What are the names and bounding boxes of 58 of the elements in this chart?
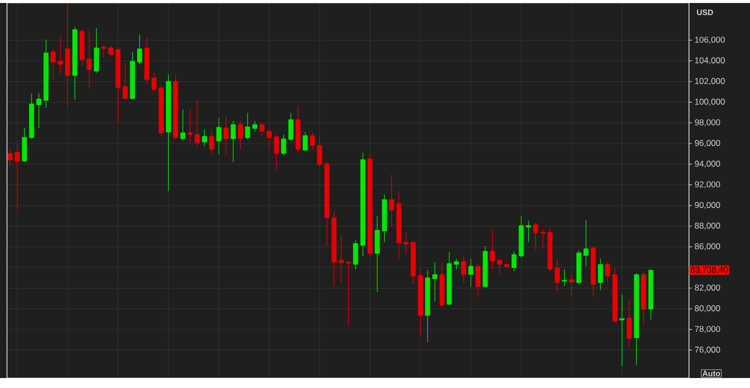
text: 83,738.40 [690,266,728,274]
candlestick [94,28,99,74]
y-tick-label: 104,000 [695,57,725,64]
candlestick [620,294,625,367]
candlestick [454,258,459,270]
y-tick-label: 96,000 [694,140,720,148]
candlestick [238,120,243,150]
candlestick [8,149,13,167]
candlestick [209,128,214,155]
candlestick [152,72,157,92]
y-tick-label: 80,000 [694,305,720,312]
candlestick [58,36,63,75]
candlestick [302,132,308,152]
y-tick-label: 98,000 [694,119,720,126]
y-tick-label: 82,000 [694,284,720,292]
y-tick-label: 100,000 [695,98,725,106]
candlestick [260,122,265,137]
candlestick [562,269,567,287]
candlestick [266,129,272,150]
candlestick [626,298,632,346]
candlestick [188,109,193,145]
candlestick [468,258,474,288]
candlestick [404,232,409,255]
candlestick [554,258,560,292]
candlestick [274,134,279,170]
candlestick [584,220,589,267]
candlestick [224,116,229,155]
y-tick-label: 92,000 [694,181,720,188]
y-tick-label: 76,000 [694,346,720,354]
candlestick [180,109,186,142]
candlestick [526,220,531,243]
y-tick-label: 78,000 [694,326,720,334]
candlestick [490,228,495,270]
candlestick [512,250,517,272]
candlestick [14,144,20,210]
candlestick [346,260,351,326]
candlestick [569,275,574,296]
y-tick-label: 88,000 [694,222,720,230]
y-tick-label: 86,000 [694,243,720,250]
candlestick [194,99,200,147]
candlestick [137,34,142,65]
y-tick-label: 90,000 [694,202,720,210]
candlestick [374,216,380,293]
candlestick [122,62,128,100]
candlestick [202,129,207,147]
candlestick [476,264,481,296]
candlestick [50,49,56,80]
y-tick-label: 106,000 [695,36,725,44]
candlestick [22,128,27,163]
candlestick [310,132,315,150]
candlestick [338,235,344,284]
candlestick [230,120,236,163]
candlestick [86,30,92,90]
candlestick [461,256,466,284]
y-tick-label: 102,000 [695,78,725,86]
y-tick-label: 94,000 [694,160,720,168]
candlestick [216,118,222,155]
candlestick [598,258,603,291]
